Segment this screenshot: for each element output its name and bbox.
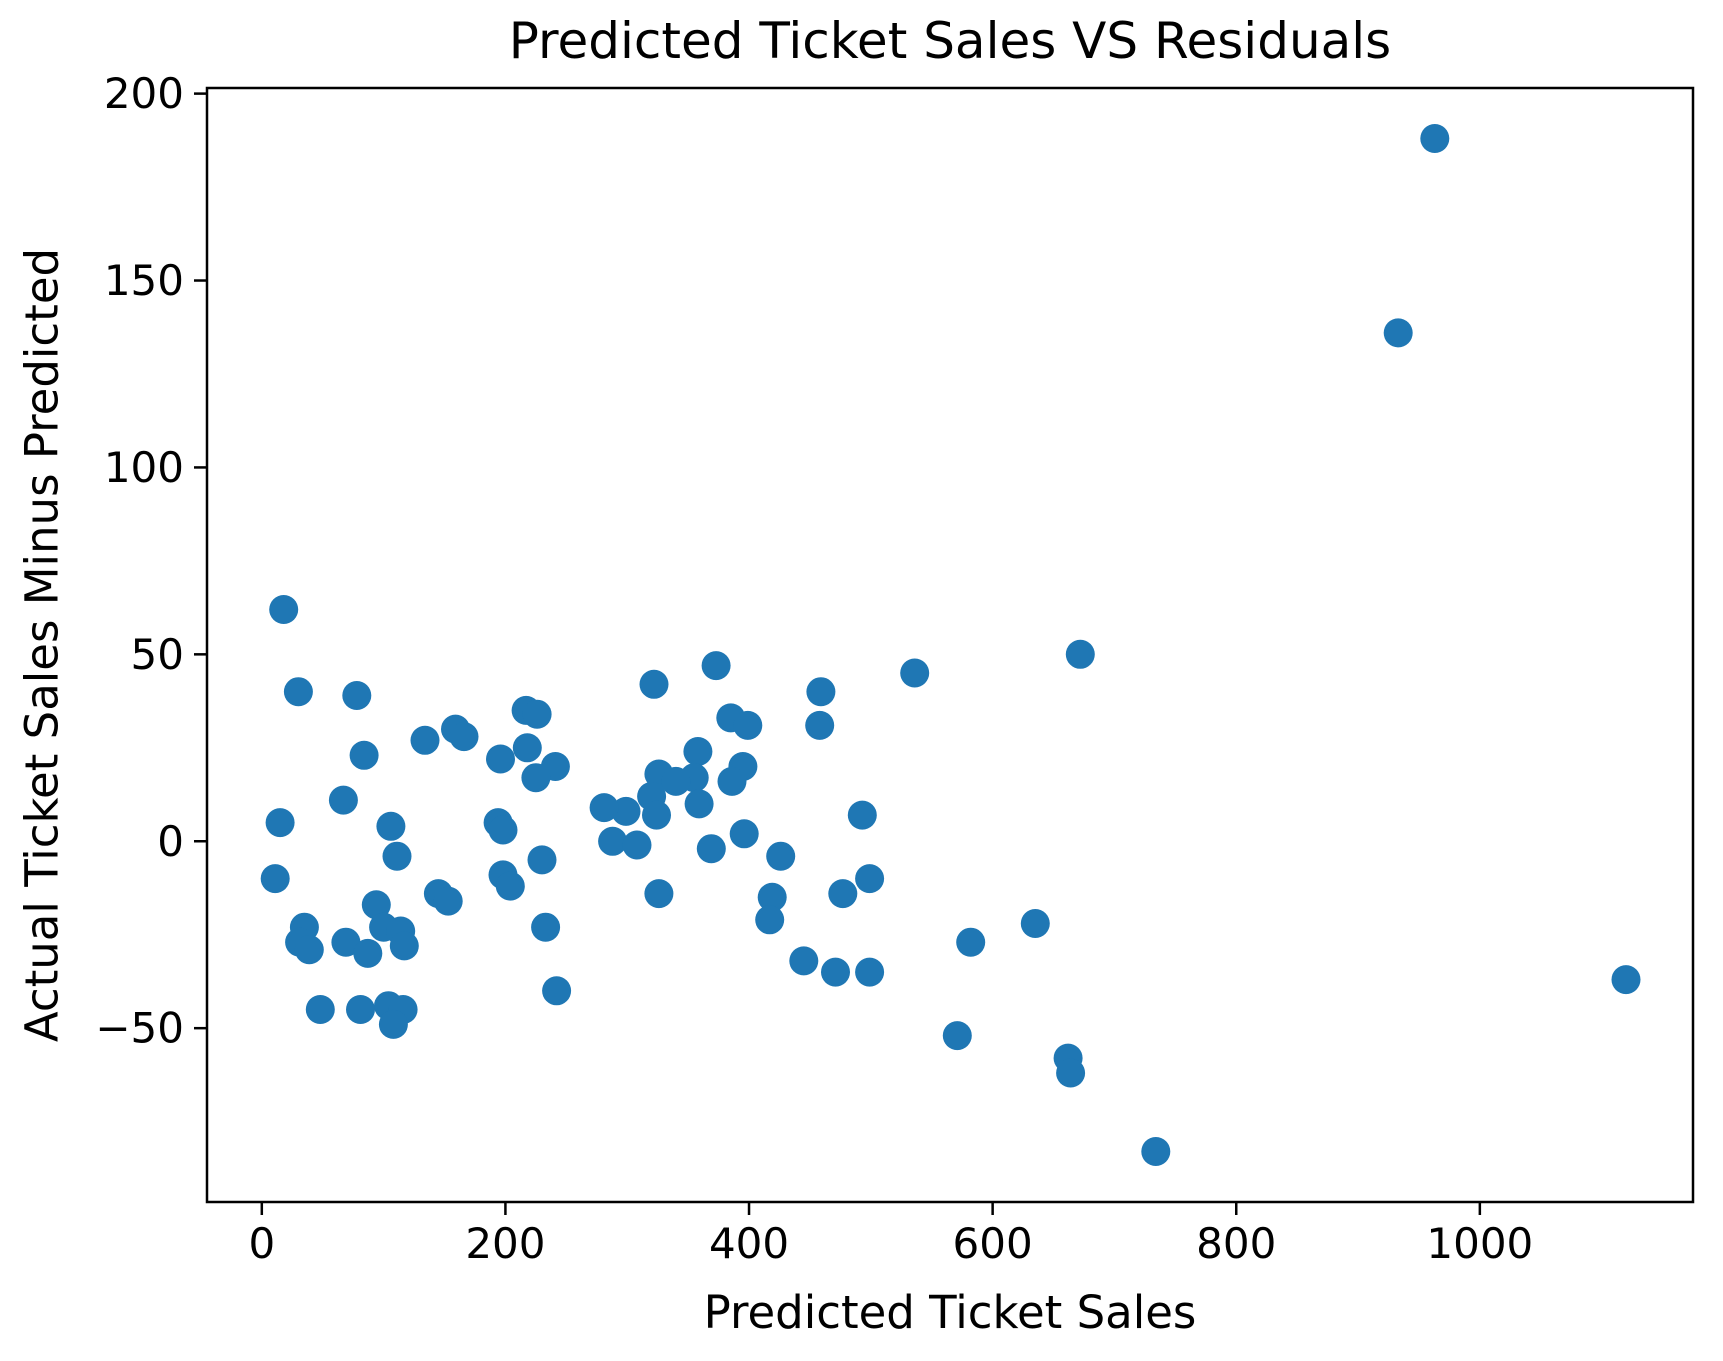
data-point (611, 796, 641, 826)
data-point (1065, 639, 1095, 669)
data-point (378, 1009, 408, 1039)
data-point (265, 808, 295, 838)
data-point (661, 766, 691, 796)
data-point (331, 927, 361, 957)
data-point (512, 733, 542, 763)
y-tick-label: 50 (131, 630, 184, 679)
data-point (639, 669, 669, 699)
data-point (433, 886, 463, 916)
x-tick-label: 400 (709, 1219, 789, 1268)
data-point (1611, 965, 1641, 995)
data-point (821, 957, 850, 987)
data-point (684, 789, 714, 819)
data-point (283, 677, 313, 707)
x-axis-label: Predicted Ticket Sales (703, 1286, 1197, 1339)
data-point (382, 841, 412, 871)
data-point (269, 595, 299, 624)
data-point (589, 793, 619, 823)
data-point (701, 651, 731, 681)
data-point (486, 744, 515, 774)
data-point (361, 890, 391, 920)
data-point (644, 879, 674, 909)
data-point (733, 710, 763, 740)
x-tick-label: 600 (953, 1219, 1033, 1268)
data-point (956, 927, 986, 957)
data-point (1420, 124, 1450, 153)
data-point (855, 864, 885, 894)
data-point (847, 800, 877, 830)
data-point (346, 995, 375, 1024)
y-tick-label: 0 (157, 817, 184, 866)
data-point (755, 905, 785, 935)
data-point (598, 826, 628, 856)
data-point (342, 681, 372, 710)
x-tick-label: 0 (248, 1219, 275, 1268)
data-point (522, 699, 552, 729)
x-tick-label: 200 (465, 1219, 545, 1268)
data-point (729, 819, 759, 849)
data-point (1141, 1137, 1171, 1166)
data-point (531, 912, 561, 942)
data-point (789, 946, 819, 976)
y-tick-label: 150 (104, 256, 184, 305)
data-point (805, 710, 835, 740)
data-point (855, 957, 885, 987)
data-point (349, 740, 379, 770)
data-point (410, 725, 440, 755)
data-point (683, 737, 713, 766)
data-point (1020, 909, 1050, 938)
data-point (757, 882, 787, 912)
data-point (305, 995, 335, 1024)
data-point (828, 879, 858, 909)
data-point (900, 658, 930, 688)
data-point (622, 830, 652, 860)
data-point (328, 785, 358, 815)
data-point (449, 722, 479, 752)
y-tick-label: 100 (104, 443, 184, 492)
data-point (766, 841, 796, 871)
y-tick-label: 200 (104, 69, 184, 118)
data-point (717, 766, 747, 796)
data-point (1383, 318, 1413, 348)
data-point (260, 864, 290, 894)
data-point (389, 931, 419, 961)
data-point (294, 935, 324, 965)
data-point (353, 938, 383, 968)
data-point (527, 845, 557, 875)
data-point (521, 763, 551, 793)
data-point (696, 834, 726, 864)
axes-frame (205, 86, 1695, 1204)
data-point (942, 1021, 972, 1051)
data-point (542, 976, 572, 1006)
x-tick-label: 800 (1196, 1219, 1276, 1268)
data-point (488, 815, 518, 845)
chart-title: Predicted Ticket Sales VS Residuals (508, 12, 1392, 70)
data-point (495, 871, 525, 901)
data-point (1056, 1058, 1086, 1088)
data-point (642, 800, 671, 830)
x-tick-label: 1000 (1426, 1219, 1533, 1268)
y-tick-label: −50 (95, 1004, 184, 1053)
data-point (376, 811, 406, 841)
data-point (806, 677, 836, 707)
